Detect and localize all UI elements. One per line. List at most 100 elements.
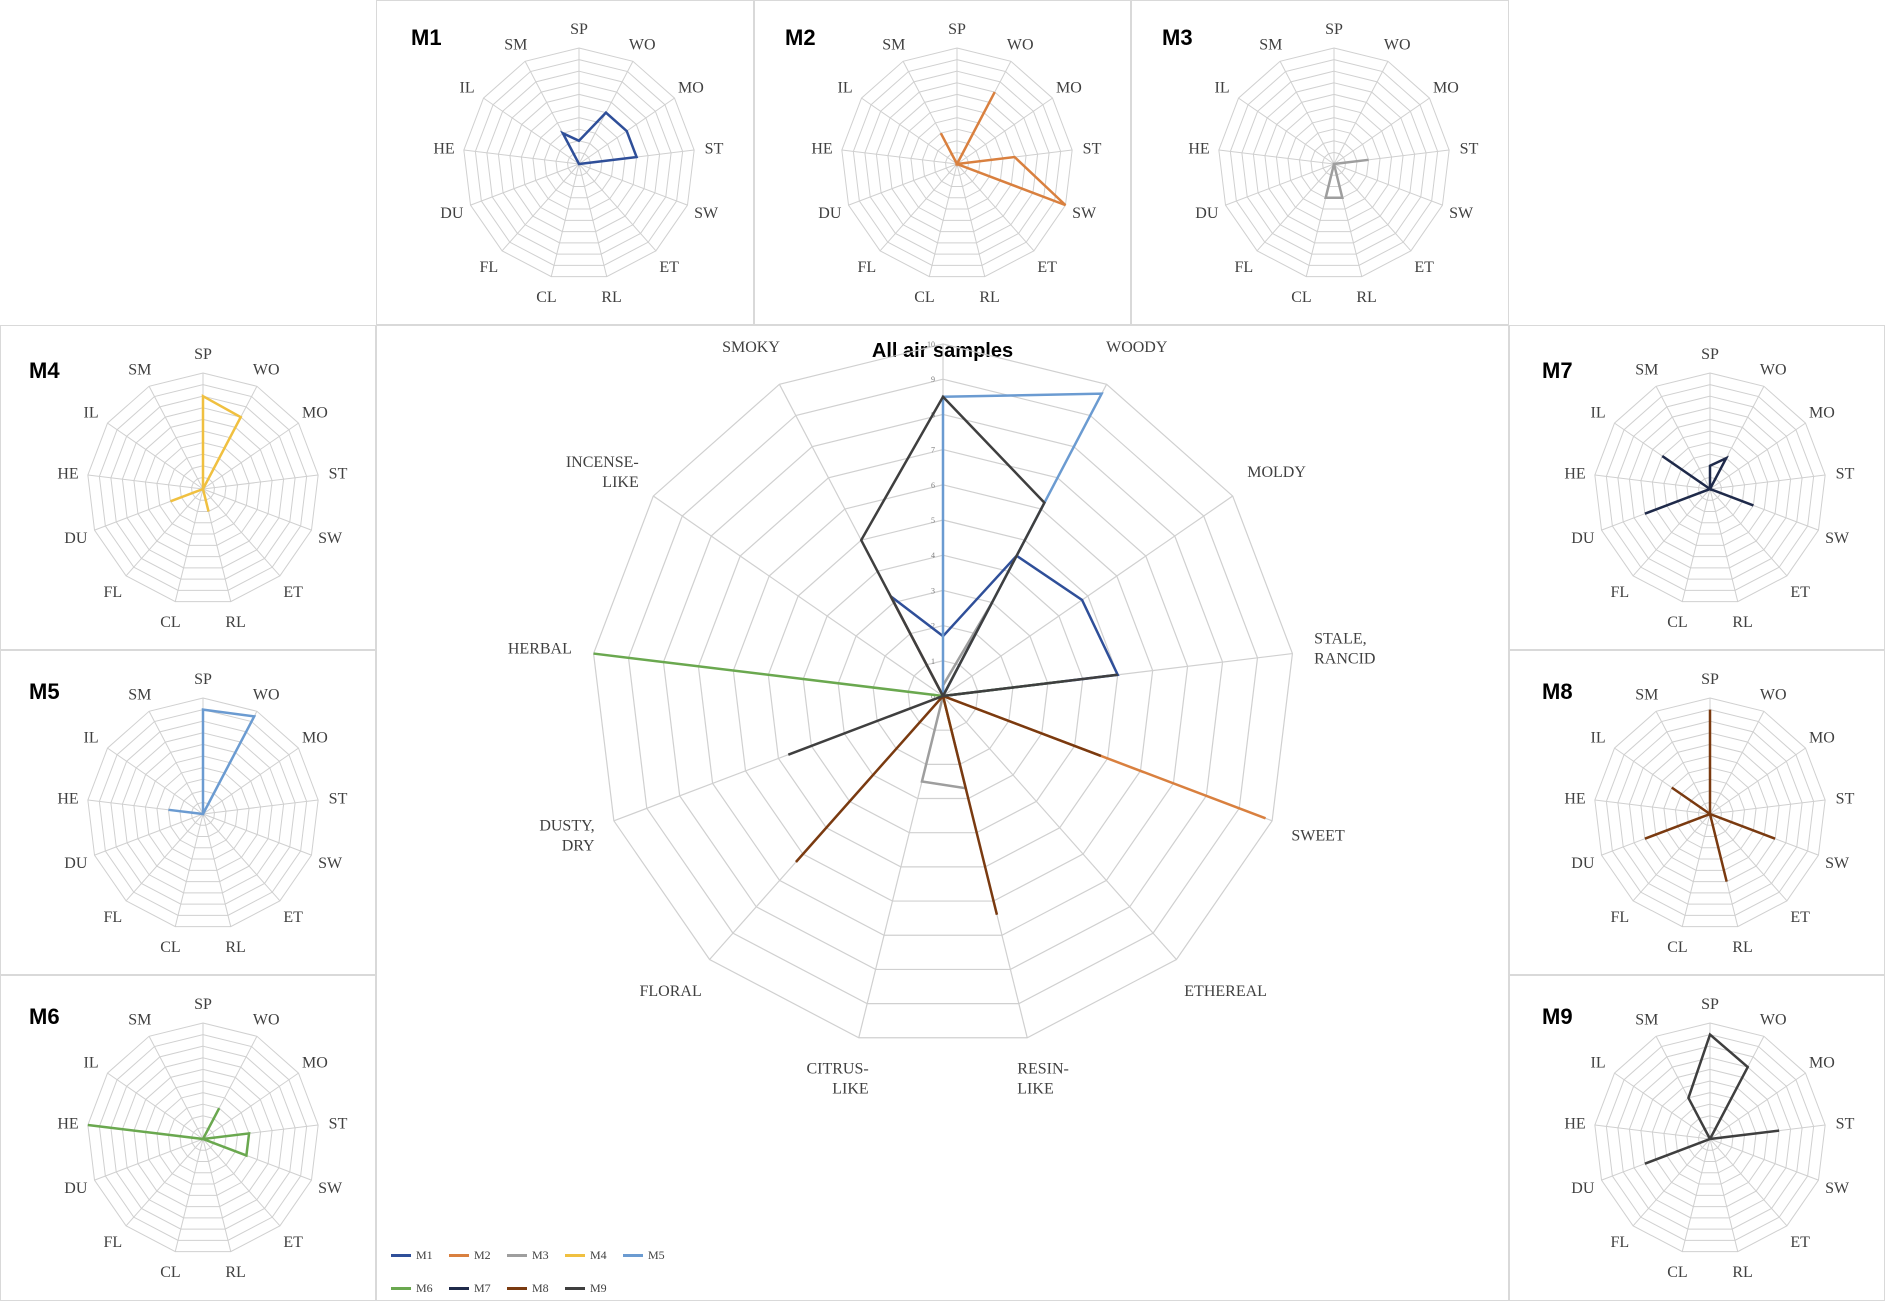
legend-swatch <box>565 1287 585 1290</box>
grid-ring <box>179 790 227 838</box>
grid-ring <box>732 484 1154 902</box>
legend-item-m7: M7 <box>449 1281 499 1296</box>
axis-label-et: ET <box>1790 584 1810 601</box>
axis-label-wo: WO <box>1760 1012 1787 1029</box>
axis-label: CITRUS- <box>806 1061 868 1078</box>
grid-ring <box>1264 93 1404 233</box>
axis-label-fl: FL <box>103 909 122 926</box>
series-line-m1 <box>559 110 639 166</box>
axis-label-he: HE <box>1188 141 1209 158</box>
panel-m9: M9 SP WO MO ST SW ET RL CL FL DU HE IL SM <box>1509 975 1885 1301</box>
axis-label-sp: SP <box>194 996 212 1013</box>
tick-label: 5 <box>931 516 935 525</box>
axis-label-st: ST <box>329 1116 348 1133</box>
axis-label: MOLDY <box>1247 464 1306 481</box>
grid-spoke <box>1614 1072 1711 1140</box>
radar-chart-m7: SP WO MO ST SW ET RL CL FL DU HE IL SM <box>1564 346 1854 631</box>
tick-label: 1 <box>931 657 935 666</box>
grid-spoke <box>202 422 299 490</box>
grid-spoke <box>1279 61 1335 165</box>
axis-label-du: DU <box>1195 205 1219 222</box>
grid-ring <box>1663 1092 1757 1185</box>
grid-ring <box>121 1057 285 1219</box>
axis-label-il: IL <box>84 1055 99 1072</box>
grid-spoke <box>1709 422 1806 490</box>
grid-ring <box>156 442 250 535</box>
grid-ring <box>144 755 262 871</box>
tick-label: 4 <box>931 551 935 560</box>
grid-spoke <box>1709 488 1788 577</box>
axis-label-he: HE <box>1564 791 1585 808</box>
axis-label-mo: MO <box>302 730 328 747</box>
legend-label: M2 <box>474 1248 491 1262</box>
axis-label-il: IL <box>1591 405 1606 422</box>
axis-label-wo: WO <box>1760 687 1787 704</box>
axis-label-cl: CL <box>1667 1264 1687 1281</box>
axis-label-rl: RL <box>979 289 999 306</box>
axis-label-du: DU <box>1571 1180 1595 1197</box>
grid-ring <box>1628 1057 1792 1219</box>
axis-label-st: ST <box>329 791 348 808</box>
axis-label-st: ST <box>1836 1116 1855 1133</box>
grid-ring <box>1321 151 1347 176</box>
legend-swatch <box>623 1254 643 1257</box>
panel-title: M5 <box>29 679 60 704</box>
tick-label: 10 <box>927 340 935 349</box>
legend-item-m6: M6 <box>391 1281 441 1296</box>
series-line-m7 <box>1644 455 1754 515</box>
grid-spoke <box>202 474 319 490</box>
tick-label: 2 <box>931 622 935 631</box>
grid-ring <box>864 70 1050 255</box>
panel-title: M6 <box>29 1004 60 1029</box>
grid-ring <box>697 448 1189 936</box>
grid-spoke <box>174 488 204 602</box>
grid-spoke <box>956 163 986 277</box>
legend-swatch <box>449 1254 469 1257</box>
axis-label-et: ET <box>659 259 679 276</box>
axis-label-sp: SP <box>1701 671 1719 688</box>
axis-label-cl: CL <box>160 1264 180 1281</box>
grid-spoke <box>107 422 204 490</box>
grid-spoke <box>1709 711 1765 815</box>
grid-ring <box>887 93 1027 233</box>
grid-spoke <box>1709 1138 1788 1227</box>
tick-label: 3 <box>931 586 935 595</box>
grid-ring <box>543 128 615 199</box>
axis-label-rl: RL <box>225 614 245 631</box>
grid-spoke <box>841 149 958 165</box>
grid-ring <box>1663 442 1757 535</box>
grid-ring <box>87 697 319 928</box>
axis-label: SMOKY <box>722 339 780 356</box>
grid-ring <box>509 93 649 233</box>
grid-ring <box>1252 82 1416 244</box>
axis-label-il: IL <box>1591 730 1606 747</box>
panel-m1: M1 SP WO MO ST SW ET RL CL FL DU HE IL SM <box>376 0 754 325</box>
grid-spoke <box>1709 474 1826 490</box>
grid-ring <box>98 709 308 916</box>
panel-title: M1 <box>411 25 442 50</box>
axis-label-sp: SP <box>1325 21 1343 38</box>
grid-ring <box>555 140 603 188</box>
axis-label-sw: SW <box>318 530 343 547</box>
grid-spoke <box>174 1138 204 1252</box>
grid-spoke <box>125 488 204 577</box>
grid-ring <box>497 82 661 244</box>
axis-label-sm: SM <box>128 362 151 379</box>
grid-ring <box>1229 59 1439 266</box>
grid-ring <box>110 720 296 905</box>
axis-label-wo: WO <box>1007 37 1034 54</box>
grid-spoke <box>578 163 688 206</box>
axis-label-cl: CL <box>536 289 556 306</box>
panel-m2: M2 SP WO MO ST SW ET RL CL FL DU HE IL SM <box>754 0 1131 325</box>
grid-spoke <box>1655 386 1711 490</box>
axis-label-wo: WO <box>253 1012 280 1029</box>
axis-label-il: IL <box>1591 1055 1606 1072</box>
axis-label-sp: SP <box>948 21 966 38</box>
grid-ring <box>1275 105 1393 221</box>
axis-label-il: IL <box>84 730 99 747</box>
grid-ring <box>167 1103 239 1174</box>
grid-ring <box>474 59 684 266</box>
grid-ring <box>463 47 695 278</box>
axis-label-rl: RL <box>1732 939 1752 956</box>
legend-label: M4 <box>590 1248 607 1262</box>
